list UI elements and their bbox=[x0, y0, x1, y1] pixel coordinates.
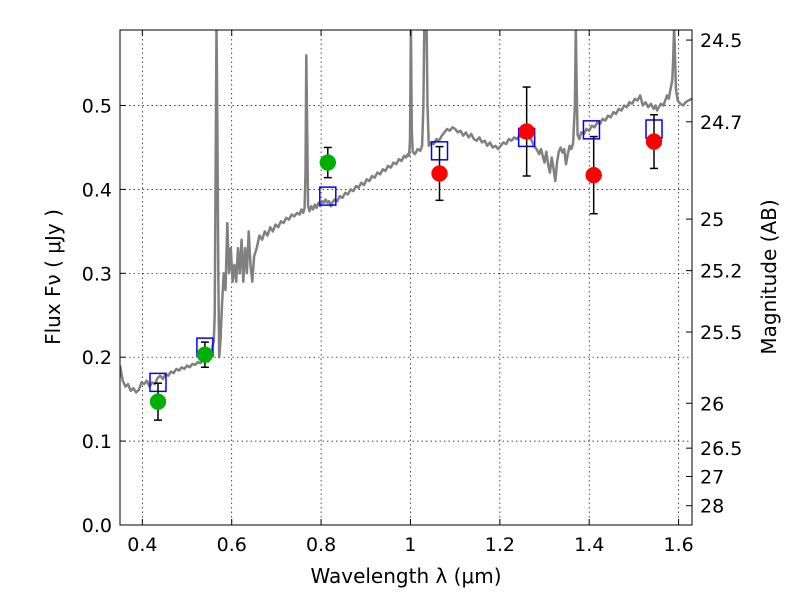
right-tick-label: 25.2 bbox=[700, 261, 742, 283]
y-tick-label: 0.5 bbox=[82, 96, 112, 118]
right-tick-label: 25 bbox=[700, 209, 724, 231]
y-tick-label: 0.4 bbox=[82, 179, 112, 201]
x-tick-label: 0.4 bbox=[127, 534, 157, 556]
observed-point bbox=[585, 166, 602, 184]
y-tick-label: 0.1 bbox=[82, 431, 112, 453]
model-sed-line bbox=[120, 30, 692, 394]
plot-area bbox=[120, 30, 692, 421]
right-tick-label: 25.5 bbox=[700, 322, 742, 344]
y-axis-label: Flux Fν ( μJy ) bbox=[41, 209, 65, 345]
ticks: 0.4 0.6 0.8 1 1.2 1.4 1.6 0.0 0.1 0.2 0.3 0.4 0.5 24.… bbox=[82, 30, 742, 556]
observed-point bbox=[149, 393, 167, 410]
model-flux-square bbox=[582, 120, 601, 140]
x-tick-label: 1 bbox=[404, 534, 416, 556]
y-tick-label: 0.2 bbox=[82, 347, 112, 369]
x-tick-label: 0.6 bbox=[217, 534, 247, 556]
x-tick-label: 1.4 bbox=[574, 534, 604, 556]
plot-frame bbox=[119, 29, 693, 526]
observed-point bbox=[431, 165, 448, 182]
observed-point bbox=[518, 123, 535, 140]
observed-point bbox=[645, 133, 663, 150]
y-tick-label: 0.3 bbox=[82, 263, 112, 285]
right-tick-label: 26 bbox=[700, 393, 724, 415]
x-axis-label: Wavelength λ (μm) bbox=[310, 564, 501, 588]
x-tick-label: 1.2 bbox=[485, 534, 515, 556]
right-tick-label: 27 bbox=[700, 467, 724, 489]
right-tick-label: 24.5 bbox=[700, 30, 742, 52]
right-tick-label: 26.5 bbox=[700, 438, 742, 460]
right-tick-label: 28 bbox=[700, 496, 724, 518]
observed-point bbox=[196, 346, 214, 363]
y-axis-right-label: Magnitude (AB) bbox=[757, 199, 781, 354]
observed-point bbox=[319, 154, 337, 171]
model-flux-square bbox=[319, 186, 337, 206]
x-tick-label: 0.8 bbox=[306, 534, 336, 556]
y-tick-label: 0.0 bbox=[82, 515, 112, 537]
right-tick-label: 24.7 bbox=[700, 112, 742, 134]
x-tick-label: 1.6 bbox=[663, 534, 693, 556]
